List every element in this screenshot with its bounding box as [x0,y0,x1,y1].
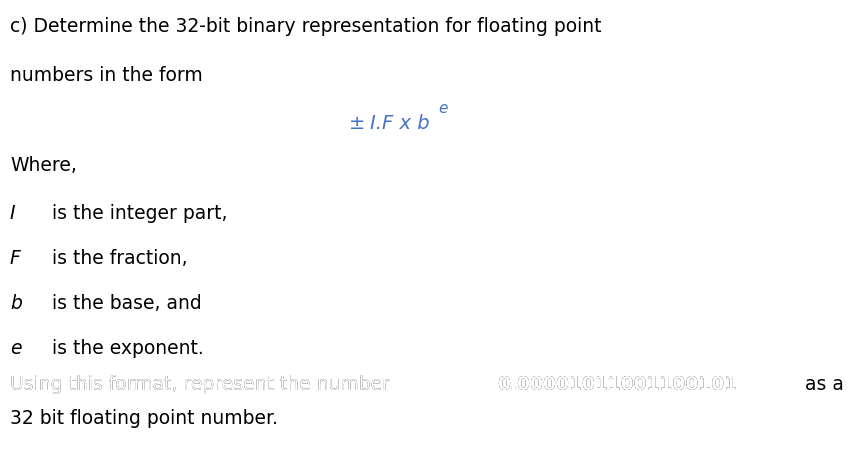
Text: b: b [10,294,22,313]
Text: ±: ± [349,114,372,133]
Text: e: e [10,339,21,358]
Text: 32 bit floating point number.: 32 bit floating point number. [10,409,278,428]
Text: is the fraction,: is the fraction, [46,249,187,268]
Text: 0.00001011001100101: 0.00001011001100101 [497,375,737,394]
Text: F: F [10,249,20,268]
Text: Where,: Where, [10,156,77,175]
Text: Using this format, represent the number: Using this format, represent the number [10,375,396,394]
Text: is the integer part,: is the integer part, [46,204,227,223]
Text: I.F x b: I.F x b [370,114,430,133]
Text: numbers in the form: numbers in the form [10,66,203,85]
Text: c) Determine the 32-bit binary representation for floating point: c) Determine the 32-bit binary represent… [10,17,602,36]
Text: is the exponent.: is the exponent. [46,339,203,358]
Text: is the base, and: is the base, and [46,294,202,313]
Text: Using this format, represent the number: Using this format, represent the number [10,375,396,394]
Text: I: I [10,204,15,223]
Text: e: e [438,101,448,116]
Text: 0.00001011001100101: 0.00001011001100101 [497,375,737,394]
Text: as a: as a [799,375,844,394]
